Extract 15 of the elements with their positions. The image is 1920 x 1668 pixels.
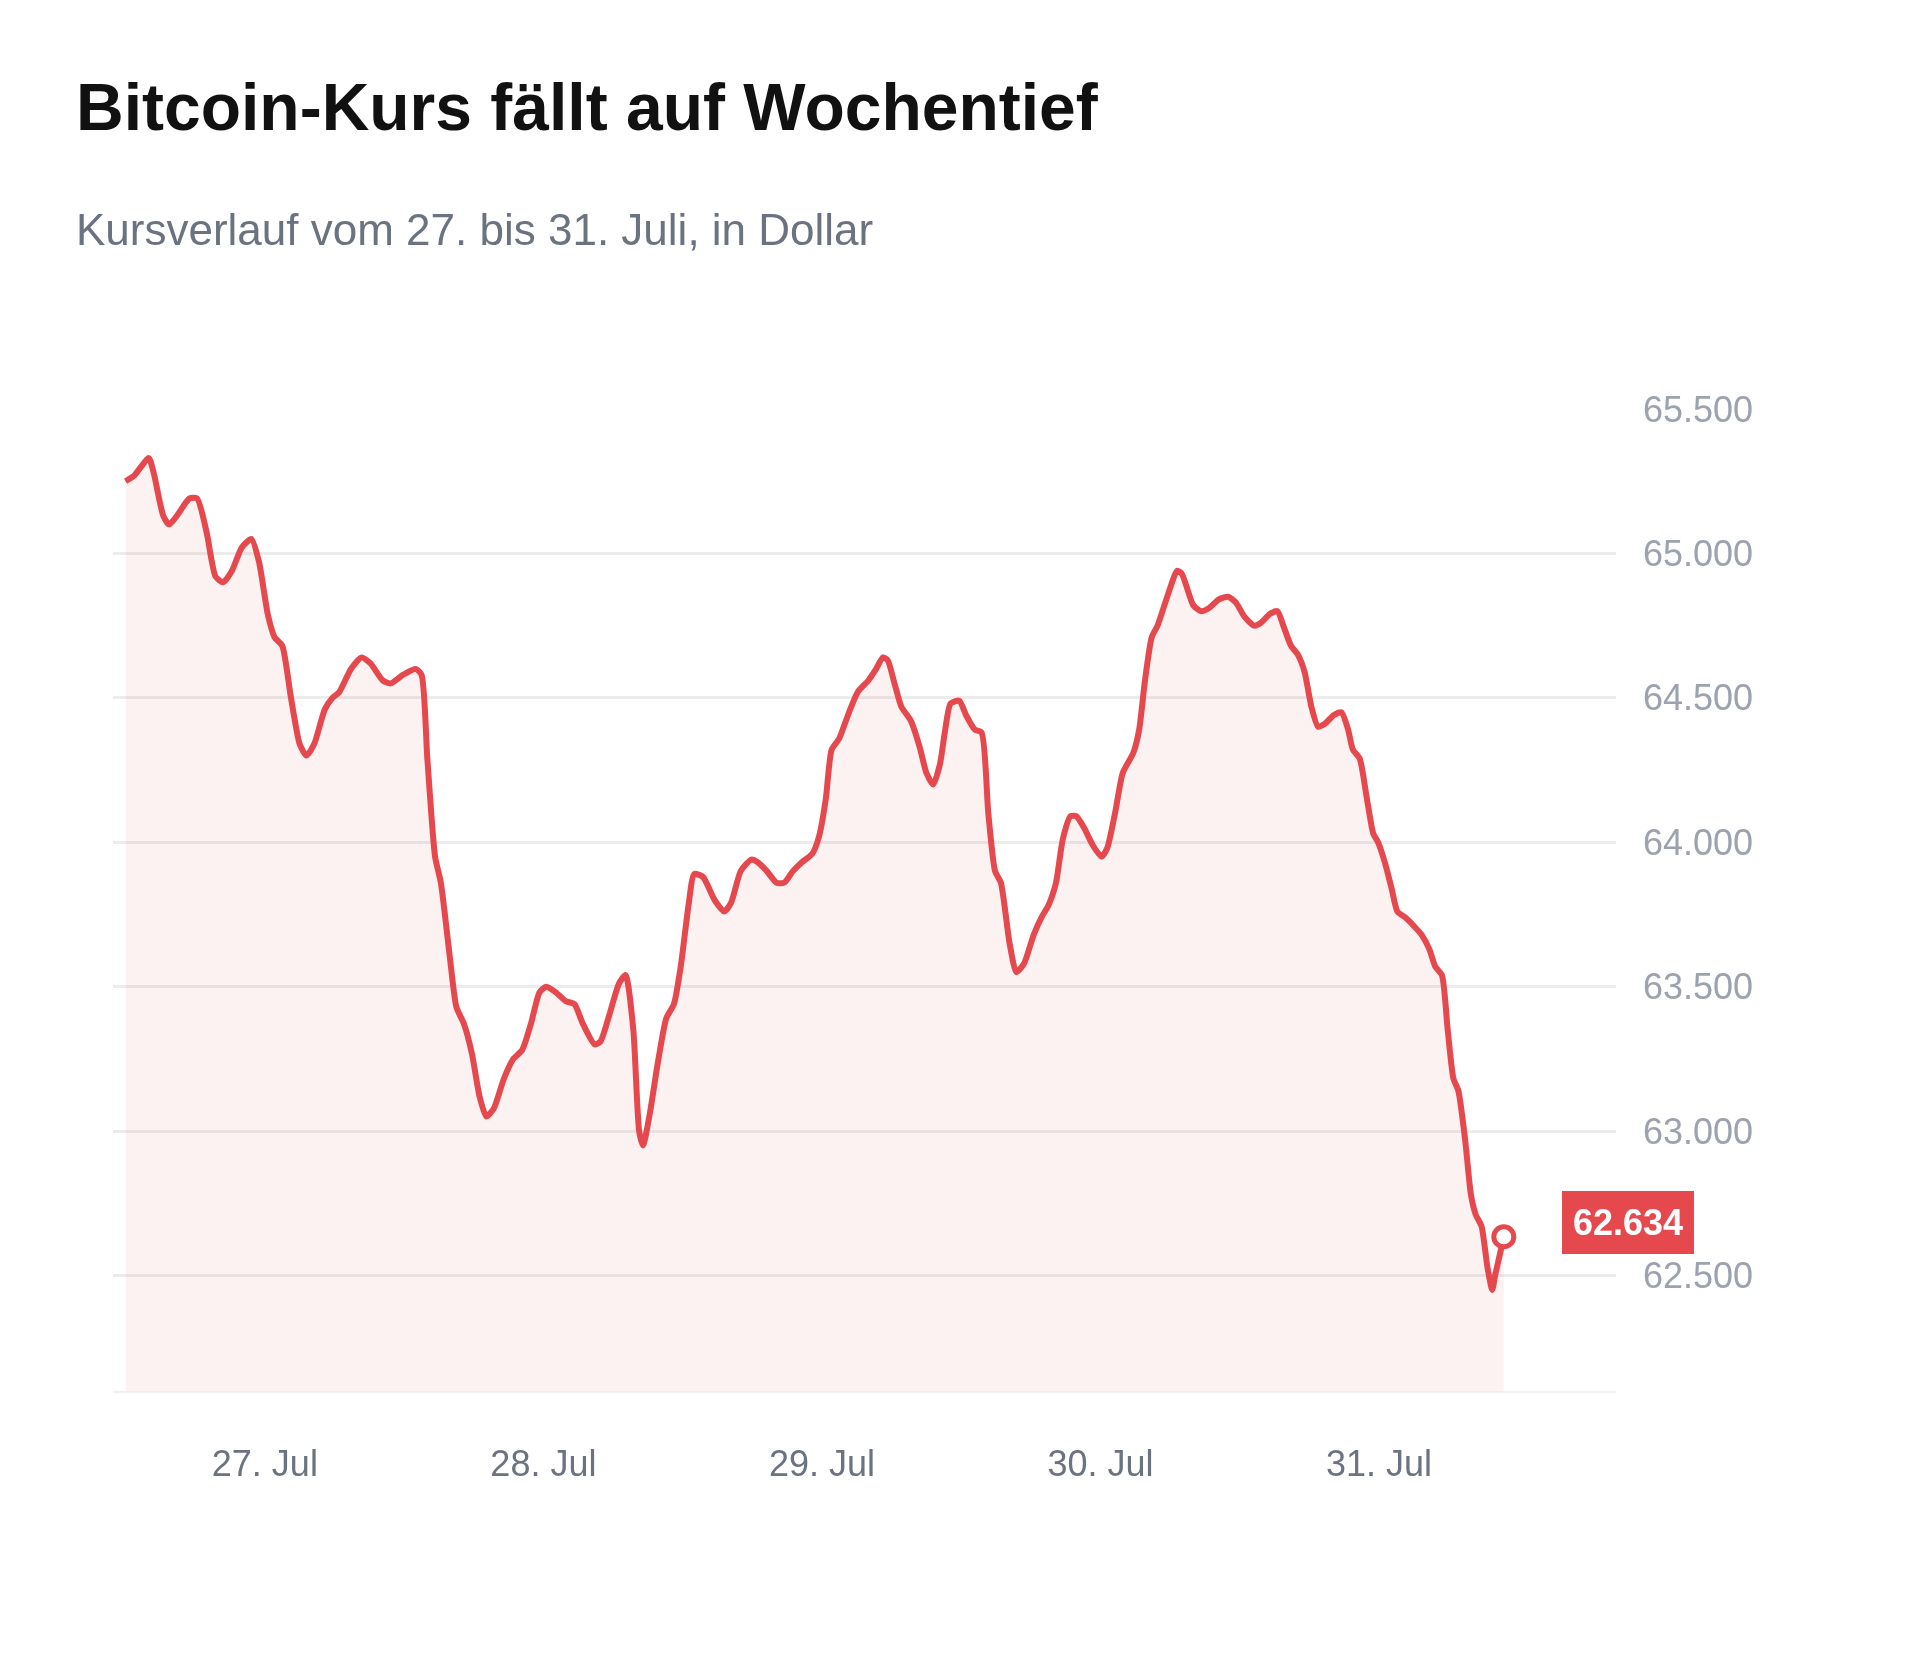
y-tick-label: 63.000 [1643,1110,1754,1152]
y-tick-label: 64.500 [1643,677,1754,719]
x-tick-label: 30. Jul [1047,1443,1154,1485]
x-tick-label: 29. Jul [768,1443,875,1485]
y-tick-label: 64.000 [1643,821,1754,863]
y-tick-label: 65.000 [1643,533,1754,575]
y-tick-label: 62.500 [1643,1255,1754,1297]
annotation: 62.634 [1573,1202,1684,1243]
x-tick-label: 31. Jul [1326,1443,1433,1485]
chart-title: Bitcoin-Kurs fällt auf Wochentief [76,70,1099,145]
y-tick-label: 63.500 [1643,966,1754,1008]
y-tick-label: 65.500 [1643,388,1754,430]
x-tick-label: 28. Jul [490,1443,597,1485]
chart-subtitle: Kursverlauf vom 27. bis 31. Juli, in Dollar [76,205,874,255]
x-tick-label: 27. Jul [211,1443,318,1485]
